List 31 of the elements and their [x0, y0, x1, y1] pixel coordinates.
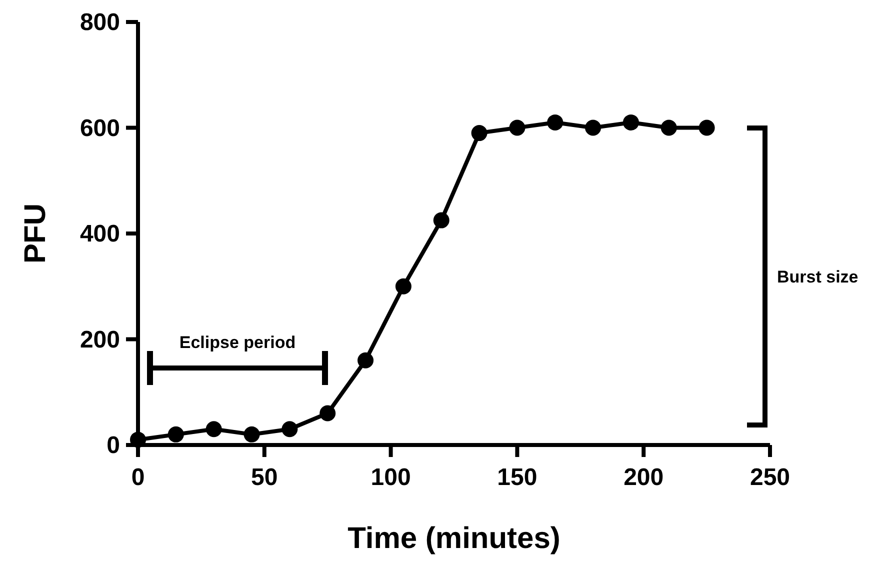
- y-tick-label: 400: [80, 220, 120, 248]
- point: [130, 432, 146, 448]
- x-tick-label: 50: [251, 464, 278, 491]
- annotation: Eclipse period: [179, 333, 296, 352]
- x-axis-title: Time (minutes): [348, 522, 560, 555]
- x-tick-label: 250: [750, 464, 790, 491]
- point: [698, 120, 715, 136]
- point: [547, 114, 564, 130]
- y-tick-label: 600: [80, 114, 120, 142]
- point: [358, 352, 374, 368]
- point: [395, 278, 412, 294]
- point: [660, 120, 677, 136]
- point: [320, 405, 336, 422]
- x-tick-label: 150: [497, 464, 538, 491]
- point: [471, 125, 488, 142]
- x-tick-label: 100: [370, 464, 411, 491]
- x-tick-label: 200: [624, 464, 664, 491]
- point: [585, 120, 602, 136]
- y-tick-label: 200: [80, 326, 120, 354]
- y-tick-label: 800: [80, 9, 120, 36]
- y-tick-label: 0: [106, 432, 120, 459]
- point: [206, 421, 222, 438]
- y-axis-title: PFU: [19, 204, 52, 264]
- point: [168, 426, 184, 442]
- text: Burst size: [777, 268, 858, 286]
- point: [244, 426, 260, 442]
- point: [282, 421, 298, 438]
- point: [433, 212, 450, 228]
- x-tick-label: 0: [131, 464, 145, 491]
- point: [509, 120, 526, 136]
- point: [622, 114, 639, 130]
